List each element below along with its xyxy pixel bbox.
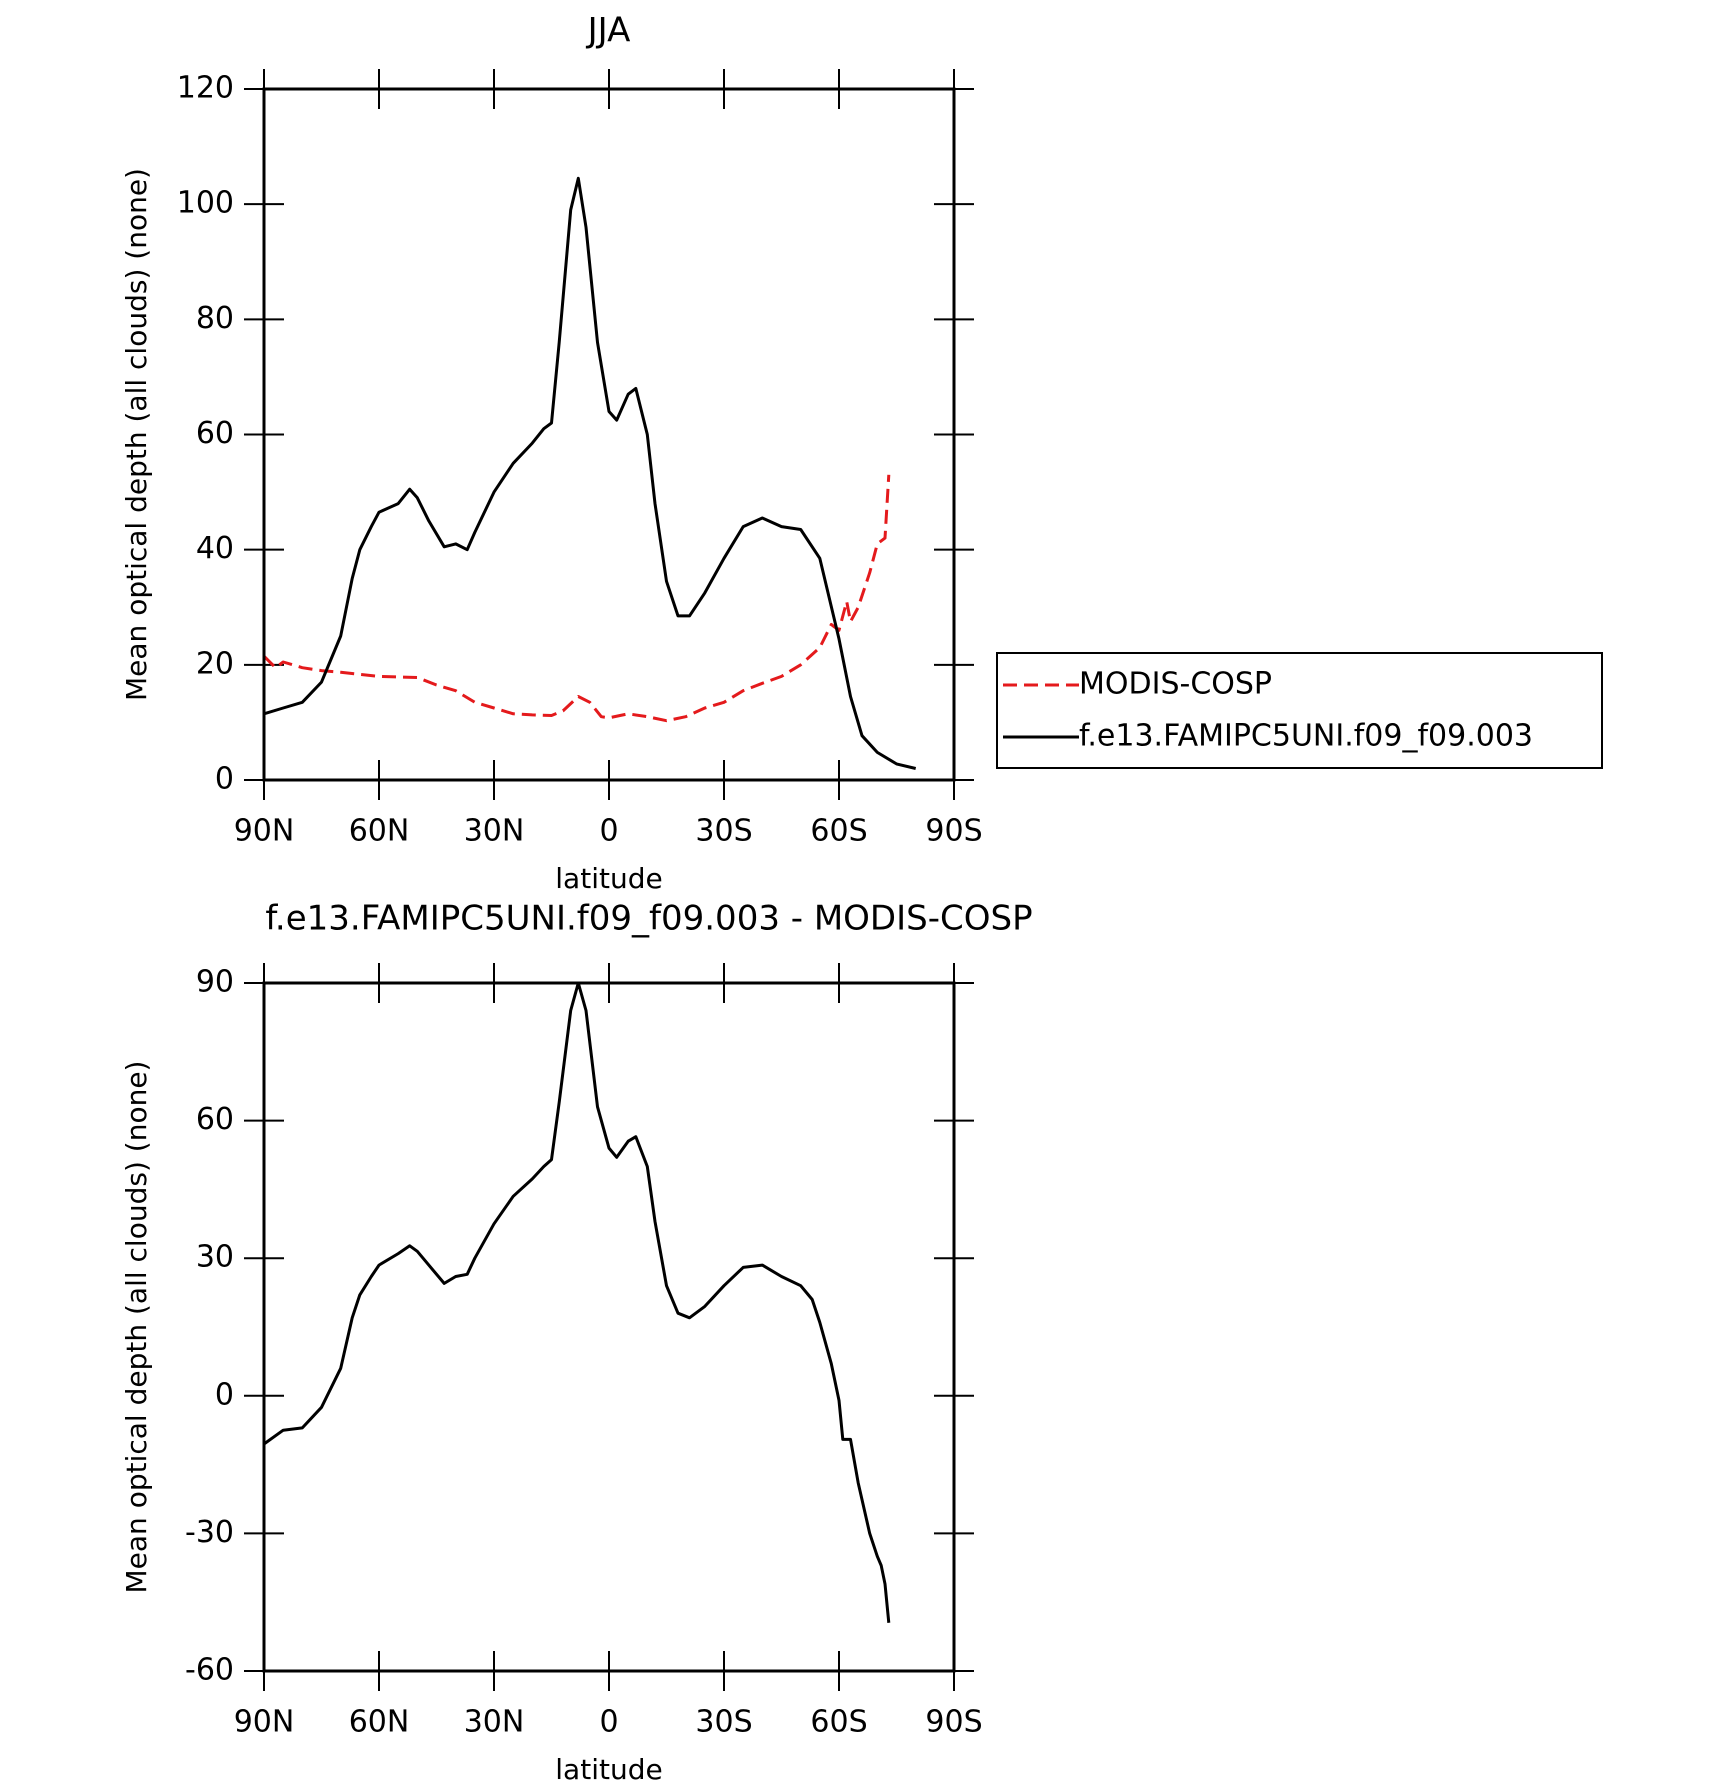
y-tick-label: -30	[185, 1515, 234, 1550]
x-tick-label: 60N	[349, 814, 410, 849]
y-tick-label: 20	[196, 646, 234, 681]
chart-title: f.e13.FAMIPC5UNI.f09_f09.003 - MODIS-COS…	[265, 899, 1032, 939]
x-tick-label: 90S	[925, 814, 982, 849]
y-axis-label: Mean optical depth (all clouds) (none)	[120, 1061, 153, 1594]
x-tick-label: 30S	[695, 814, 752, 849]
x-tick-label: 90N	[234, 814, 295, 849]
x-tick-label: 90S	[925, 1705, 982, 1740]
legend-box	[996, 652, 1603, 769]
legend-label: MODIS-COSP	[1079, 667, 1272, 702]
y-tick-label: 90	[196, 965, 234, 1000]
x-tick-label: 0	[599, 814, 618, 849]
y-tick-label: 0	[215, 762, 234, 797]
x-tick-label: 60S	[810, 1705, 867, 1740]
x-tick-label: 90N	[234, 1705, 295, 1740]
x-axis-label: latitude	[555, 1753, 662, 1786]
x-tick-label: 30N	[464, 814, 525, 849]
y-tick-label: 60	[196, 416, 234, 451]
x-tick-label: 60S	[810, 814, 867, 849]
plot-frame	[262, 981, 956, 1673]
x-tick-label: 0	[599, 1705, 618, 1740]
data-line	[262, 474, 891, 723]
x-tick-label: 30S	[695, 1705, 752, 1740]
y-tick-label: 0	[215, 1377, 234, 1412]
y-tick-label: 80	[196, 301, 234, 336]
legend-label: f.e13.FAMIPC5UNI.f09_f09.003	[1079, 719, 1533, 754]
x-axis-label: latitude	[555, 862, 662, 895]
y-tick-label: -60	[185, 1653, 234, 1688]
chart-title: JJA	[586, 11, 631, 51]
y-tick-label: 40	[196, 531, 234, 566]
x-tick-label: 60N	[349, 1705, 410, 1740]
data-line	[263, 176, 917, 770]
plot-frame	[262, 87, 956, 782]
y-axis-label: Mean optical depth (all clouds) (none)	[120, 168, 153, 701]
y-tick-label: 100	[177, 186, 234, 221]
y-tick-label: 60	[196, 1102, 234, 1137]
x-tick-label: 30N	[464, 1705, 525, 1740]
data-line	[263, 981, 891, 1623]
y-tick-label: 30	[196, 1240, 234, 1275]
y-tick-label: 120	[177, 71, 234, 106]
